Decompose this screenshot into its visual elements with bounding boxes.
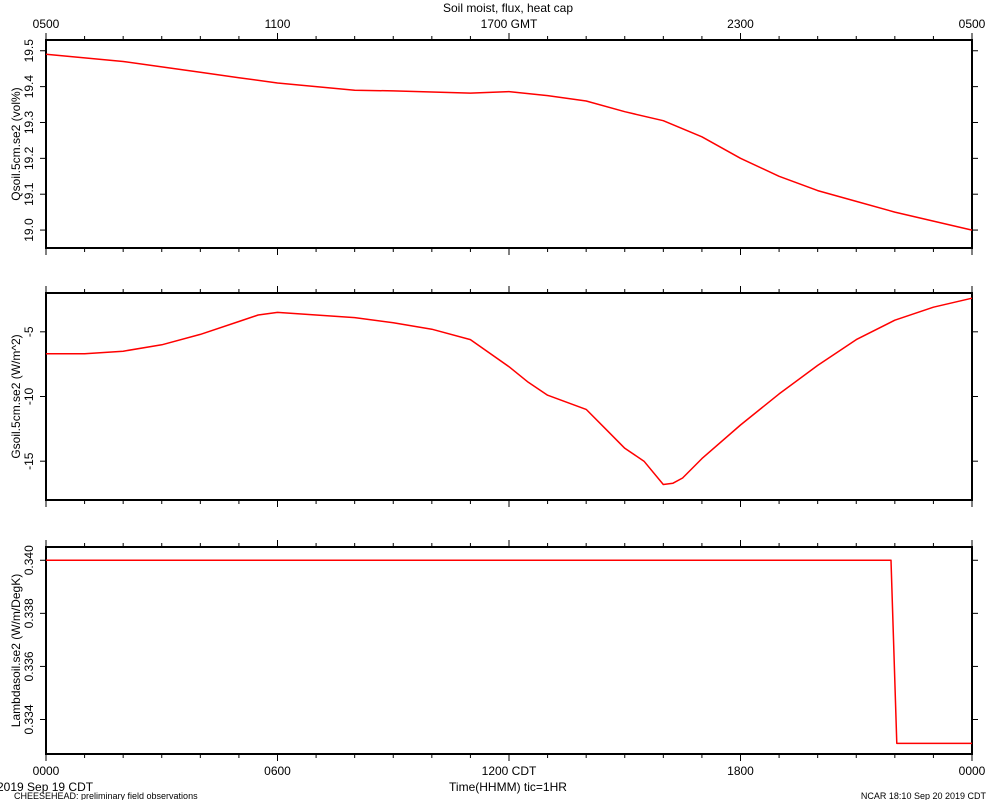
top-tick-label: 1100 bbox=[265, 17, 291, 31]
footer-project: CHEESEHEAD: preliminary field observatio… bbox=[14, 791, 198, 800]
footer-stamp: NCAR 18:10 Sep 20 2019 CDT bbox=[861, 791, 987, 800]
y-tick-label: 19.3 bbox=[22, 110, 36, 134]
top-tick-label: 1700 GMT bbox=[481, 17, 538, 31]
bottom-tick-label: 1200 CDT bbox=[482, 764, 537, 778]
y-tick-label: 19.1 bbox=[22, 182, 36, 206]
plot-frame bbox=[45, 292, 973, 501]
y-tick-label: 19.5 bbox=[22, 39, 36, 63]
panel-1: 19.0 19.1 19.2 19.3 19.4 19.5 Qsoil.5cm.se2 (v… bbox=[9, 33, 978, 255]
bottom-tick-label: 0000 bbox=[33, 764, 60, 778]
y-tick-label: -10 bbox=[22, 388, 36, 406]
y-axis-label: Qsoil.5cm.se2 (vol%) bbox=[9, 87, 23, 200]
y-tick-label: -15 bbox=[22, 452, 36, 470]
x-axis-label: Time(HHMM) tic=1HR bbox=[449, 780, 567, 794]
top-tick-label: 0500 bbox=[959, 17, 986, 31]
y-tick-label: 19.0 bbox=[22, 218, 36, 242]
footer-date: 2019 Sep 19 CDT bbox=[0, 780, 94, 794]
bottom-tick-label: 1800 bbox=[727, 764, 754, 778]
y-tick-label: 19.2 bbox=[22, 146, 36, 170]
y-tick-label: -5 bbox=[22, 326, 36, 337]
series-line bbox=[45, 53, 973, 231]
series-line bbox=[46, 559, 972, 745]
top-tick-label: 2300 bbox=[727, 17, 754, 31]
y-tick-label: 0.338 bbox=[22, 598, 36, 628]
plot-frame bbox=[45, 39, 973, 249]
y-axis-label: Lambdasoil.se2 (W/m/DegK) bbox=[9, 574, 23, 727]
y-tick-label: 19.4 bbox=[22, 75, 36, 99]
y-tick-label: 0.334 bbox=[22, 704, 36, 734]
y-tick-label: 0.336 bbox=[22, 651, 36, 681]
y-tick-label: 0.340 bbox=[22, 545, 36, 575]
series-line bbox=[46, 297, 973, 486]
plot-frame bbox=[45, 546, 973, 755]
panels: 19.0 19.1 19.2 19.3 19.4 19.5 Qsoil.5cm.se2 (v… bbox=[9, 17, 986, 778]
y-axis-label: Gsoil.5cm.se2 (W/m^2) bbox=[9, 334, 23, 458]
figure-title: Soil moist, flux, heat cap bbox=[443, 1, 573, 15]
bottom-tick-label: 0600 bbox=[264, 764, 291, 778]
top-tick-label: 0500 bbox=[33, 17, 60, 31]
bottom-tick-label: 0000 bbox=[959, 764, 986, 778]
